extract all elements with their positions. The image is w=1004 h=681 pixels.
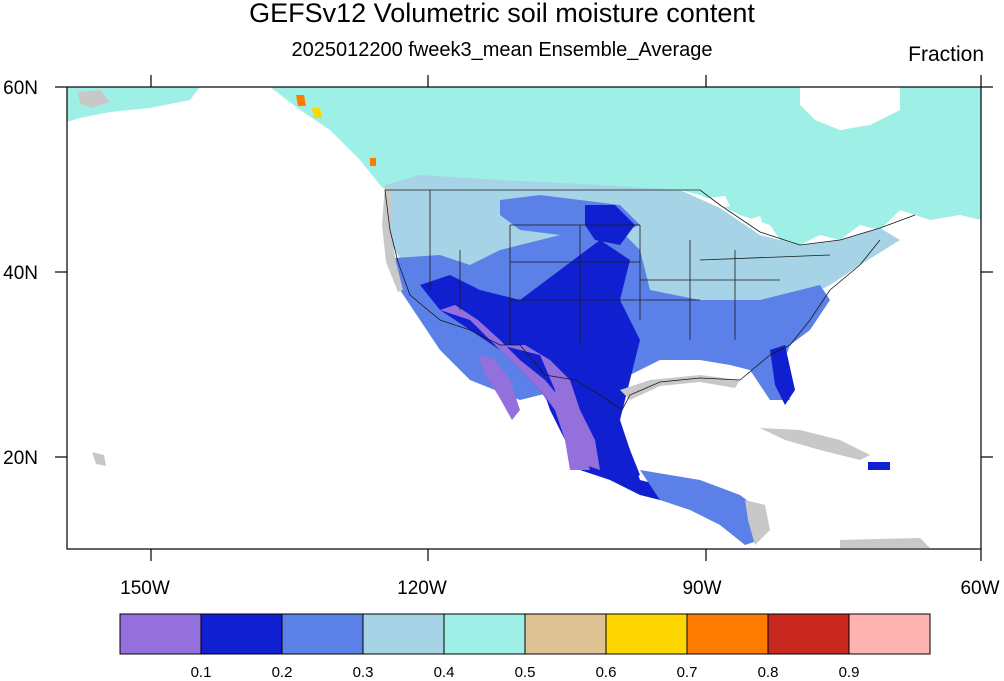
colorbar-label-8: 0.9 <box>839 664 860 681</box>
hispaniola <box>868 462 890 470</box>
colorbar-swatch-7 <box>686 613 769 655</box>
map-title: GEFSv12 Volumetric soil moisture content <box>249 0 755 28</box>
colorbar-swatch-2 <box>281 613 364 655</box>
colorbar-swatch-1 <box>200 613 283 655</box>
colorbar-swatch-8 <box>767 613 850 655</box>
tick-marks <box>55 75 993 561</box>
southern-edge-mask <box>840 538 930 548</box>
mexico-dry-region <box>500 345 600 470</box>
colorbar-label-3: 0.4 <box>434 664 455 681</box>
bc-high-value-2 <box>312 108 322 118</box>
cuba <box>760 428 870 460</box>
colorbar-label-2: 0.3 <box>353 664 374 681</box>
boundaries <box>384 189 916 411</box>
hawaii <box>92 452 106 466</box>
colorbar-swatch-9 <box>848 613 931 655</box>
map-fields <box>67 87 981 548</box>
baja-peninsula <box>478 355 520 420</box>
canada-region <box>270 87 981 245</box>
colorbar-swatch-5 <box>524 613 607 655</box>
gulf-mask <box>620 375 740 400</box>
hudson-bay <box>800 87 900 130</box>
colorbar-label-7: 0.8 <box>758 664 779 681</box>
lon-label-150w: 150W <box>120 578 170 599</box>
colorbar-label-6: 0.7 <box>677 664 698 681</box>
map-subtitle: 2025012200 fweek3_mean Ensemble_Average <box>291 39 713 61</box>
colorbar: 0.1 0.2 0.3 0.4 0.5 0.6 0.7 0.8 0.9 <box>119 613 931 681</box>
bc-high-value-3 <box>370 158 376 166</box>
colorbar-label-1: 0.2 <box>272 664 293 681</box>
colorbar-swatch-6 <box>605 613 688 655</box>
lon-label-120w: 120W <box>397 578 447 599</box>
bc-high-value <box>296 95 306 106</box>
lat-label-60n: 60N <box>3 78 38 99</box>
alaska-mask <box>78 90 110 108</box>
mexico-dark <box>540 380 740 520</box>
florida-dark <box>770 345 795 405</box>
colorbar-label-5: 0.6 <box>596 664 617 681</box>
colorbar-swatch-3 <box>362 613 445 655</box>
lat-label-20n: 20N <box>3 448 38 469</box>
plot-frame <box>66 86 982 550</box>
colorbar-label-0: 0.1 <box>191 664 212 681</box>
lat-label-40n: 40N <box>3 263 38 284</box>
colorbar-label-4: 0.5 <box>515 664 536 681</box>
units-label: Fraction <box>908 43 984 66</box>
west-coast-mask <box>382 185 403 292</box>
lon-label-60w: 60W <box>960 578 999 599</box>
central-america <box>640 470 760 545</box>
colorbar-swatch-4 <box>443 613 526 655</box>
lon-label-90w: 90W <box>682 578 721 599</box>
colorbar-swatch-0 <box>119 613 202 655</box>
central-america-mask <box>745 500 770 545</box>
